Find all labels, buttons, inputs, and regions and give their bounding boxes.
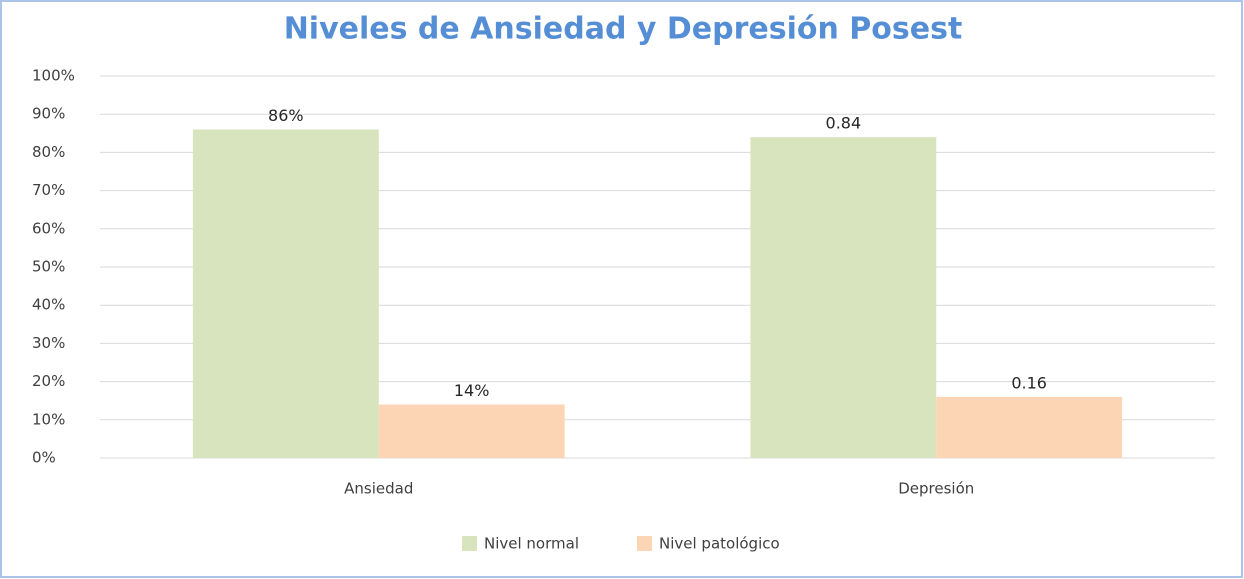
y-tick-label: 0% (32, 449, 56, 467)
bar (378, 404, 565, 458)
legend-swatch (462, 536, 477, 551)
y-tick-label: 80% (32, 143, 65, 161)
y-tick-label: 20% (32, 372, 65, 390)
y-tick-label: 40% (32, 296, 65, 314)
legend-label: Nivel normal (484, 535, 579, 553)
y-tick-label: 70% (32, 181, 65, 199)
bar (192, 129, 379, 459)
data-label: 0.84 (826, 114, 862, 133)
data-label: 14% (454, 381, 490, 400)
x-tick-label: Depresión (898, 480, 974, 498)
y-tick-label: 90% (32, 105, 65, 123)
bar (750, 137, 937, 458)
y-tick-label: 100% (32, 67, 75, 85)
legend-swatch (637, 536, 652, 551)
data-label: 0.16 (1011, 373, 1047, 392)
y-tick-label: 10% (32, 410, 65, 428)
y-tick-label: 30% (32, 334, 65, 352)
x-tick-label: Ansiedad (344, 480, 413, 498)
data-label: 86% (268, 106, 304, 125)
chart-title: Niveles de Ansiedad y Depresión Posest (284, 12, 963, 47)
y-tick-label: 50% (32, 258, 65, 276)
y-tick-label: 60% (32, 219, 65, 237)
legend-label: Nivel patológico (659, 535, 780, 553)
bar (936, 396, 1123, 458)
